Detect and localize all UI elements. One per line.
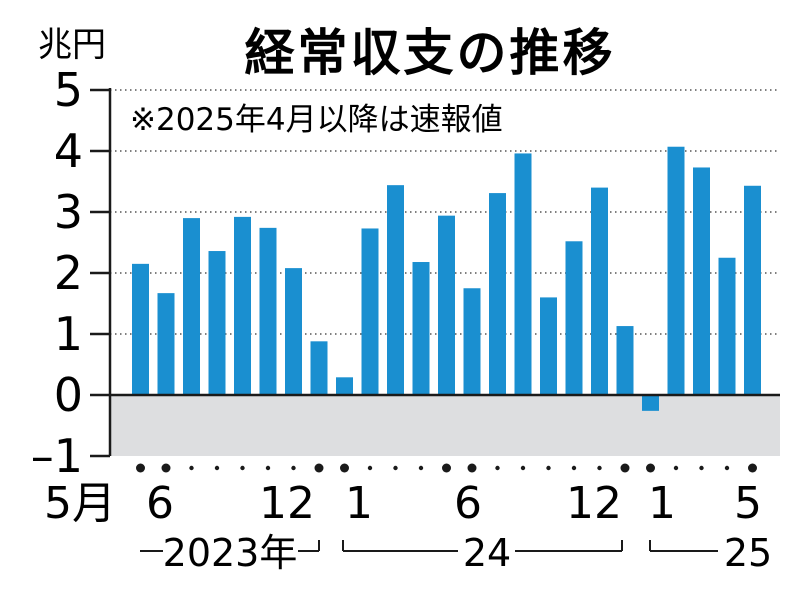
- bar: [616, 326, 634, 395]
- year-label: 2023年: [163, 531, 298, 575]
- month-marker: [418, 465, 424, 471]
- x-tick-label: 1: [648, 478, 676, 529]
- bar: [336, 377, 353, 395]
- plot-area: 5 4 3 2 1 0 –15月 6 12 1 6 12 1 5 2023年 24 25: [31, 63, 780, 575]
- x-tick-label: 12: [259, 478, 315, 529]
- y-tick-label: 5: [54, 63, 83, 117]
- bar: [591, 187, 608, 395]
- bar: [438, 215, 455, 395]
- month-marker: [748, 463, 757, 473]
- bar: [540, 297, 557, 395]
- y-tick-label: –1: [31, 429, 83, 483]
- bar: [642, 395, 659, 411]
- month-marker: [724, 465, 730, 471]
- year-label: 24: [463, 531, 511, 575]
- bar: [234, 216, 251, 395]
- x-tick-label: 1: [345, 478, 373, 529]
- month-marker: [673, 465, 679, 471]
- bar: [361, 228, 379, 395]
- y-tick-label: 2: [54, 246, 83, 300]
- chart-title: 経常収支の推移: [245, 24, 616, 82]
- month-marker: [597, 465, 602, 471]
- x-tick-label: 6: [146, 478, 174, 529]
- bar: [463, 288, 481, 395]
- x-tick-label: 6: [454, 478, 482, 529]
- bar: [259, 227, 277, 395]
- bar: [310, 341, 328, 395]
- x-tick-label: 5: [734, 478, 762, 529]
- bar: [412, 262, 430, 395]
- month-marker: [442, 463, 451, 473]
- bar: [208, 251, 226, 395]
- bar: [157, 293, 175, 395]
- month-marker: [291, 465, 296, 471]
- bar: [489, 193, 506, 395]
- month-marker: [340, 463, 349, 473]
- month-marker: [467, 463, 477, 473]
- month-marker: [189, 465, 194, 471]
- x-tick-label: 5月: [44, 478, 116, 529]
- month-marker: [265, 465, 271, 471]
- month-marker: [314, 463, 324, 473]
- unit-label: 兆円: [38, 25, 106, 65]
- month-marker: [520, 465, 526, 471]
- bar: [514, 153, 532, 395]
- year-label: 25: [724, 531, 772, 575]
- y-tick-label: 0: [54, 368, 83, 422]
- bar: [693, 167, 710, 395]
- month-marker: [136, 463, 145, 473]
- month-marker: [161, 463, 171, 473]
- month-marker: [646, 463, 655, 473]
- x-tick-label: 12: [566, 478, 622, 529]
- bar: [132, 263, 149, 395]
- negative-band: [110, 395, 780, 456]
- bar: [387, 185, 404, 395]
- bar: [183, 218, 200, 395]
- y-tick-label: 1: [54, 307, 83, 361]
- month-marker: [546, 465, 551, 471]
- bar: [667, 146, 685, 395]
- bar: [285, 268, 302, 395]
- month-marker: [495, 465, 500, 471]
- bar: [744, 185, 761, 395]
- month-marker: [620, 463, 630, 473]
- y-tick-label: 4: [54, 124, 83, 178]
- month-marker: [699, 465, 704, 471]
- month-marker: [240, 465, 245, 471]
- month-marker: [393, 465, 398, 471]
- y-tick-label: 3: [54, 185, 83, 239]
- note-text: ※2025年4月以降は速報値: [130, 102, 503, 138]
- bar: [565, 241, 583, 395]
- month-marker: [571, 465, 577, 471]
- month-marker: [367, 465, 373, 471]
- month-marker: [214, 465, 220, 471]
- bar: [718, 257, 736, 395]
